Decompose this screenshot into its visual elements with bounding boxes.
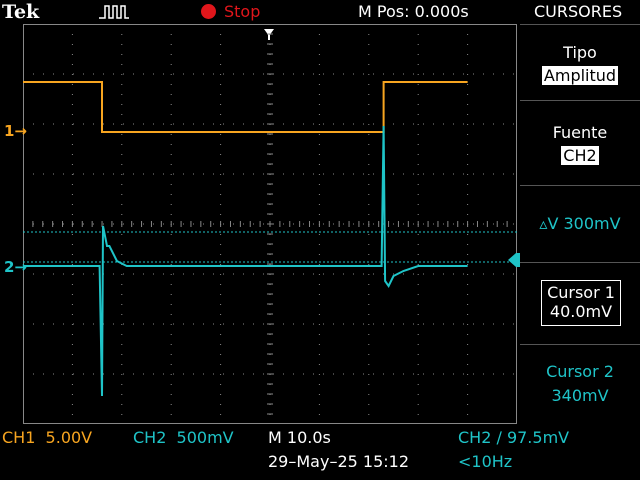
cursor2-label[interactable]: Cursor 2 <box>546 362 614 381</box>
cursor-lines <box>23 231 517 263</box>
trigger-level-icon[interactable] <box>508 252 520 271</box>
datetime: 29–May–25 15:12 <box>268 452 409 471</box>
timebase: M 10.0s <box>268 428 331 447</box>
ch2-trace <box>23 125 468 397</box>
trigger-readout: CH2 ∕ 97.5mV <box>458 428 570 447</box>
brand-logo: Tek <box>2 1 40 23</box>
traces <box>23 81 468 397</box>
delta-v-readout: ▵V 300mV <box>539 214 621 233</box>
cursor2-value[interactable]: 340mV <box>551 386 609 405</box>
fuente-label: Fuente <box>552 123 608 142</box>
ch1-marker[interactable]: 1→ <box>4 122 28 140</box>
tipo-value-button[interactable]: Amplitud <box>540 65 620 86</box>
trigger-position-icon <box>262 26 276 45</box>
cursor1-value: 40.0mV <box>549 302 613 321</box>
position-readout: M Pos: 0.000s <box>358 2 469 21</box>
ch1-trace <box>23 81 468 133</box>
waveform-display <box>23 24 517 424</box>
graticule <box>23 24 517 424</box>
menu-title: CURSORES <box>534 2 623 21</box>
run-state: Stop <box>224 2 261 21</box>
ch2-marker[interactable]: 2→ <box>4 258 28 276</box>
tipo-label: Tipo <box>563 43 597 62</box>
top-status-bar: Tek Stop M Pos: 0.000s CURSORES <box>0 0 640 24</box>
ch1-scale: CH1 5.00V <box>2 428 93 447</box>
cursor1-label: Cursor 1 <box>547 283 615 302</box>
frequency-readout: <10Hz <box>458 452 513 471</box>
stop-indicator-icon <box>201 4 216 19</box>
pulse-icon <box>99 3 129 25</box>
cursor1-button[interactable]: Cursor 1 40.0mV <box>541 280 621 326</box>
fuente-value-button[interactable]: CH2 <box>561 146 599 165</box>
ch2-scale: CH2 500mV <box>133 428 234 447</box>
